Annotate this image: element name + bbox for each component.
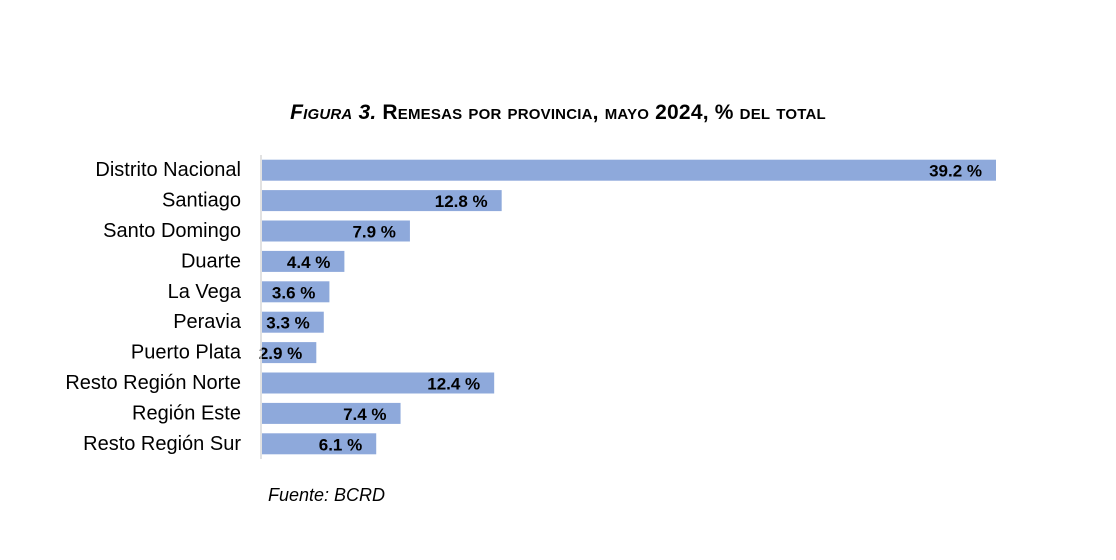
bar-resto-region-sur: [262, 433, 377, 455]
category-label-santiago: Santiago: [162, 190, 241, 212]
category-label-duarte: Duarte: [181, 250, 241, 272]
category-label-resto-region-norte: Resto Región Norte: [65, 372, 241, 394]
bar-puerto-plata: [262, 342, 317, 364]
category-label-region-este: Región Este: [132, 402, 241, 424]
bar-santo-domingo: [262, 220, 410, 242]
bar-distrito-nacional: [262, 159, 996, 181]
bar-santiago: [262, 190, 502, 212]
chart-title-main: Remesas por provincia, mayo 2024, % del …: [382, 101, 826, 124]
bar-peravia: [262, 311, 324, 333]
bar-duarte: [262, 250, 345, 272]
category-label-puerto-plata: Puerto Plata: [131, 342, 242, 364]
source-note: Fuente: BCRD: [268, 485, 386, 505]
data-label-duarte: 4.4 %: [287, 253, 330, 272]
bar-resto-region-norte: [262, 372, 495, 394]
value-labels-layer: 39.2 % 12.8 % 7.9 % 4.4 % 3.6 % 3.3 % 2.9 % 12.…: [259, 162, 982, 455]
data-label-distrito-nacional: 39.2 %: [929, 162, 982, 181]
data-label-santo-domingo: 7.9 %: [352, 223, 395, 242]
bar-la-vega: [262, 281, 330, 303]
data-label-santiago: 12.8 %: [435, 192, 488, 211]
data-label-resto-region-norte: 12.4 %: [427, 375, 480, 394]
category-label-resto-region-sur: Resto Región Sur: [83, 433, 241, 455]
category-label-la-vega: La Vega: [168, 281, 242, 303]
category-labels-layer: Distrito Nacional Santiago Santo Domingo Du…: [65, 159, 242, 455]
chart-title: Figura 3. Remesas por provincia, mayo 20…: [0, 101, 1116, 125]
bar-region-este: [262, 402, 401, 424]
category-label-santo-domingo: Santo Domingo: [103, 220, 241, 242]
chart-title-prefix: Figura 3.: [290, 101, 377, 124]
data-label-puerto-plata: 2.9 %: [259, 344, 302, 363]
category-label-distrito-nacional: Distrito Nacional: [95, 159, 241, 181]
data-label-region-este: 7.4 %: [343, 405, 386, 424]
category-label-peravia: Peravia: [173, 311, 242, 333]
bars-layer: [262, 159, 996, 455]
data-label-resto-region-sur: 6.1 %: [319, 435, 362, 454]
data-label-la-vega: 3.6 %: [272, 283, 315, 302]
data-label-peravia: 3.3 %: [266, 314, 309, 333]
